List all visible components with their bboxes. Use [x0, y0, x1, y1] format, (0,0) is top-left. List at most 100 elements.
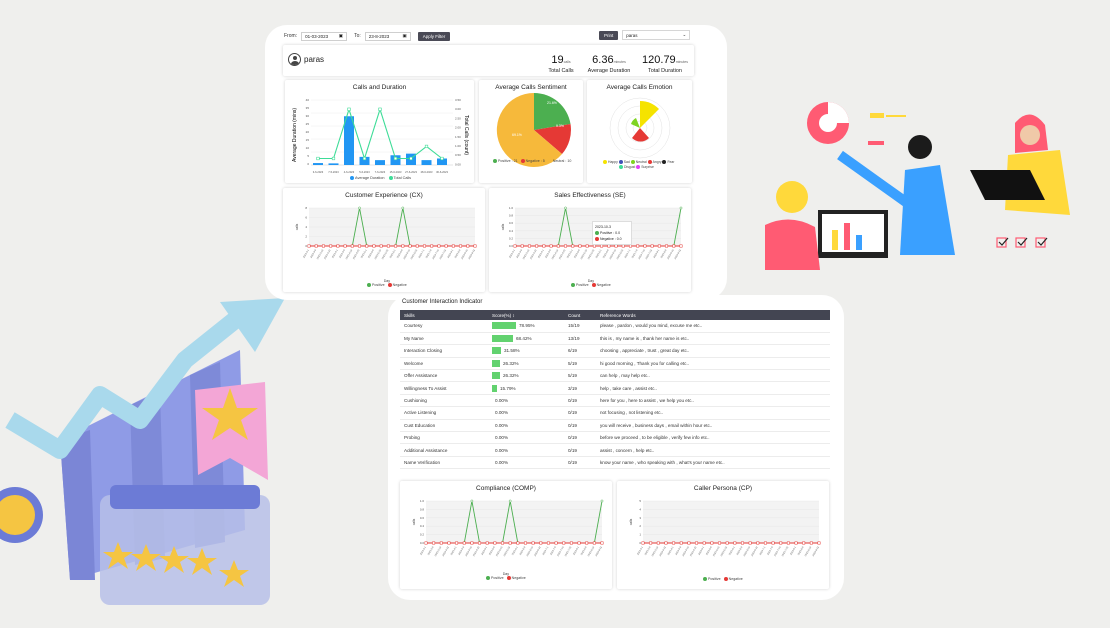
- to-date-input[interactable]: 23-8-2023 ▣: [364, 31, 411, 41]
- y-tick-label: 2: [639, 524, 641, 528]
- x-tick-label: 2023-7-1: [542, 545, 550, 555]
- table-row: Courtesy 78.95% 15/19 please , pardon , wou…: [400, 320, 830, 333]
- negative-point: [656, 541, 660, 545]
- y-tick-label: 5: [639, 499, 641, 503]
- x-tick-label: 2023-8-8: [454, 248, 462, 258]
- negative-point: [329, 244, 333, 248]
- x-tick-label: 2023-7-22: [439, 248, 447, 260]
- y-tick-label: 0.00: [455, 162, 461, 166]
- score-bar: [492, 335, 513, 343]
- x-tick-label: 2023-5-8: [488, 545, 496, 555]
- duration-bar: [437, 158, 447, 165]
- score-cell: 26.32%: [488, 357, 564, 371]
- score-cell: 26.32%: [488, 369, 564, 383]
- left-axis-label: Average Duration (mins): [292, 108, 298, 162]
- print-button[interactable]: Print: [599, 30, 619, 40]
- negative-point: [672, 244, 676, 248]
- score-cell: 0.00%: [488, 431, 564, 445]
- negative-point: [718, 541, 721, 545]
- negative-point: [524, 541, 527, 545]
- legend-swatch: [367, 283, 371, 288]
- negative-point: [549, 244, 553, 248]
- tooltip-positive: Positive : 0.0: [600, 231, 621, 235]
- x-tick-label: 2023-7-1: [624, 248, 632, 258]
- legend-label: Average Duration: [355, 176, 385, 180]
- score-cell: 0.00%: [488, 443, 564, 457]
- y-tick-label: 1.50: [455, 135, 461, 139]
- negative-point: [466, 244, 470, 248]
- x-tick-label: 7-5-2023: [328, 170, 339, 174]
- panel-title: Average Calls Sentiment: [495, 84, 567, 91]
- negative-point: [779, 541, 783, 545]
- negative-point: [470, 541, 474, 545]
- score-value: 0.00%: [495, 410, 509, 416]
- column-header-sortable[interactable]: Score(%) ↕: [488, 310, 564, 320]
- score-value: 68.42%: [516, 336, 532, 342]
- x-tick-label: 2023-7-8: [631, 248, 639, 258]
- apply-filter-button[interactable]: Apply Filter: [417, 31, 451, 41]
- score-cell: 15.79%: [488, 381, 564, 395]
- y-tick-label: 0.4: [420, 524, 425, 528]
- count-cell: 0/19: [564, 419, 596, 433]
- x-tick-label: 2023-7-15: [557, 545, 565, 557]
- x-tick-label: 2023-4-22: [558, 248, 566, 260]
- negative-point: [423, 244, 426, 248]
- negative-point: [733, 541, 737, 545]
- score-cell: 0.00%: [488, 456, 564, 470]
- from-label: From:: [284, 33, 298, 39]
- negative-point: [430, 244, 434, 248]
- score-value: 0.00%: [495, 422, 509, 428]
- calls-point: [331, 156, 336, 161]
- pie-slice-negative: [534, 124, 571, 154]
- table-row: Cust Education 0.00% 0/19 you will receive …: [400, 419, 830, 433]
- legend-swatch: [595, 231, 599, 236]
- negative-point: [569, 541, 573, 545]
- panel-title: Sales Effectiveness (SE): [554, 192, 626, 199]
- agent-select[interactable]: paras ⌄: [622, 30, 691, 40]
- reference-cell: choosing , appreciate , trust , great da…: [596, 344, 830, 358]
- score-bar: [492, 322, 516, 330]
- negative-point: [336, 244, 340, 248]
- stat-value: 19: [551, 54, 564, 66]
- calls-point: [409, 156, 413, 161]
- x-tick-label: 2023-7-22: [564, 545, 572, 557]
- growth-illustration: [0, 298, 285, 605]
- legend-label: Happy: [608, 160, 618, 164]
- positive-point: [470, 499, 474, 503]
- negative-point: [725, 541, 729, 545]
- x-tick-label: 2023-5-8: [573, 248, 581, 258]
- from-date-input[interactable]: 01-03-2023 ▣: [301, 31, 348, 41]
- y-tick-label: 1.00: [455, 144, 461, 148]
- negative-point: [554, 541, 558, 545]
- sentiment-panel: Average Calls Sentiment 21.6% 9.3% 69.1%…: [479, 80, 583, 183]
- score-wrap: 0.00%: [492, 434, 560, 441]
- x-tick-label: 2023-4-22: [352, 248, 360, 260]
- skill-cell: Welcome: [400, 357, 488, 371]
- skill-cell: Name Verification: [400, 456, 488, 470]
- duration-bar: [390, 155, 401, 165]
- negative-point: [571, 244, 575, 248]
- score-cell: 31.58%: [488, 344, 564, 358]
- legend-label: Positive: [491, 576, 504, 580]
- negative-point: [459, 244, 463, 248]
- tooltip-date: 2023-10-3: [595, 225, 611, 229]
- chart-legend: Day Positive Negative: [571, 279, 611, 288]
- negative-point: [657, 244, 661, 248]
- negative-point: [314, 244, 318, 248]
- x-tick-label: 2023-3-8: [427, 545, 435, 555]
- score-wrap: 15.79%: [492, 384, 560, 392]
- negative-point: [508, 541, 512, 545]
- x-tick-label: 2023-7-1: [759, 545, 767, 555]
- x-axis-label: Day: [587, 279, 595, 283]
- negative-point: [664, 541, 668, 545]
- reference-cell: know your name , who speaking with , wha…: [596, 456, 830, 470]
- count-cell: 0/19: [564, 394, 596, 408]
- x-tick-label: 2023-5-1: [566, 248, 574, 258]
- legend-label: Total Calls: [393, 176, 412, 180]
- x-tick-label: 2023-5-22: [503, 545, 511, 557]
- table-row: Name Verification 0.00% 0/19 know your name…: [400, 456, 830, 470]
- negative-point: [756, 541, 760, 545]
- y-tick-label: 0.8: [509, 214, 514, 218]
